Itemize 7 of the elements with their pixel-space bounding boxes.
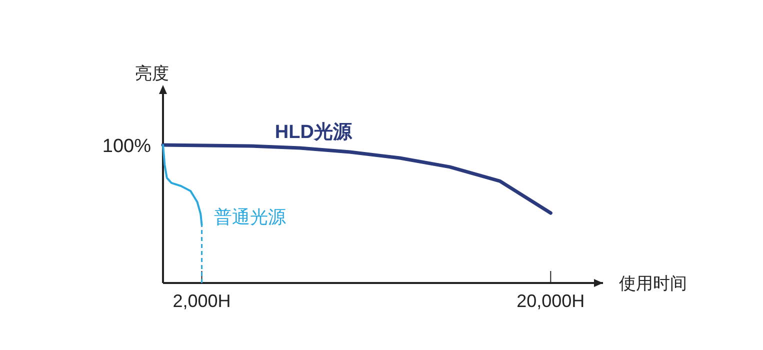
x-tick-label: 2,000H xyxy=(172,291,231,311)
series-label: HLD光源 xyxy=(274,121,353,144)
x-tick-label: 20,000H xyxy=(516,291,585,311)
y-axis-title: 亮度 xyxy=(135,64,169,83)
text: 100% xyxy=(102,136,152,157)
series-label: 普通光源 xyxy=(214,207,286,228)
x-axis-title: 使用时间 xyxy=(619,274,687,293)
